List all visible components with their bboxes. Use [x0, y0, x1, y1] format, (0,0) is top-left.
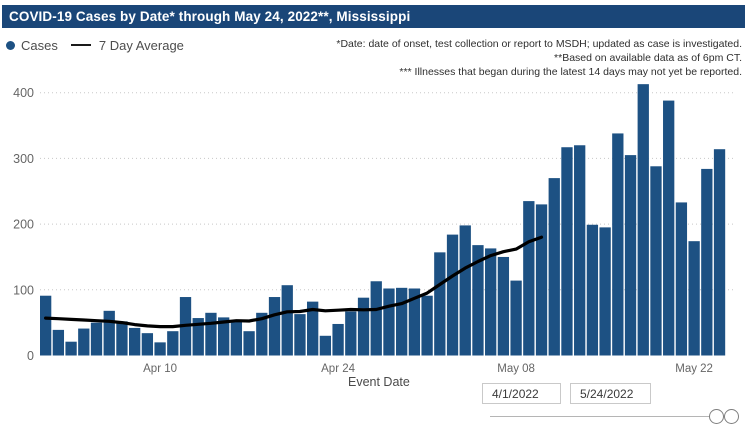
footnotes: *Date: date of onset, test collection or… [336, 37, 742, 79]
bar-apr-18[interactable] [256, 312, 268, 356]
bar-apr-11[interactable] [167, 331, 179, 356]
bar-apr-7[interactable] [116, 321, 128, 356]
footnote-date-definition: *Date: date of onset, test collection or… [336, 38, 742, 50]
bar-apr-27[interactable] [370, 281, 382, 356]
x-axis-label-apr-10: Apr 10 [143, 363, 177, 375]
bar-may-8[interactable] [510, 280, 522, 356]
bar-apr-17[interactable] [243, 331, 255, 356]
cases-legend-dot-icon [6, 40, 15, 50]
bar-may-23[interactable] [701, 168, 713, 356]
bar-apr-24[interactable] [332, 323, 344, 356]
bar-may-11[interactable] [548, 178, 560, 356]
bar-may-20[interactable] [663, 100, 675, 356]
bar-apr-2[interactable] [52, 329, 65, 356]
bar-may-19[interactable] [650, 166, 662, 356]
bar-may-4[interactable] [459, 225, 471, 356]
bar-may-5[interactable] [472, 245, 484, 356]
date-range-slider-handle-left[interactable] [709, 409, 724, 424]
bar-may-18[interactable] [637, 84, 649, 356]
bar-apr-25[interactable] [345, 311, 357, 356]
bar-apr-14[interactable] [205, 312, 217, 356]
y-axis-label-300: 300 [13, 152, 34, 166]
legend: Cases 7 Day Average [6, 37, 184, 53]
bar-may-16[interactable] [612, 133, 624, 356]
bar-apr-1[interactable] [40, 295, 52, 356]
legend-avg-label: 7 Day Average [98, 37, 184, 53]
y-axis-label-100: 100 [13, 283, 34, 297]
bar-may-22[interactable] [688, 241, 700, 356]
bar-may-13[interactable] [574, 145, 586, 356]
x-axis-title: Event Date [348, 375, 410, 389]
bar-apr-28[interactable] [383, 288, 395, 356]
seven-day-average-line [43, 235, 544, 329]
y-axis-label-200: 200 [13, 218, 34, 232]
bar-may-1[interactable] [421, 295, 433, 356]
bar-may-7[interactable] [497, 256, 510, 356]
x-axis-label-may-08: May 08 [497, 363, 535, 375]
bar-apr-16[interactable] [230, 321, 243, 356]
start-date-input[interactable] [482, 383, 561, 404]
bar-may-9[interactable] [523, 201, 535, 356]
x-axis-label-apr-24: Apr 24 [321, 363, 355, 375]
footnote-reporting-lag: *** Illnesses that began during the late… [399, 66, 742, 78]
cases-bar-chart: 0 100 200 300 400 Apr 10 Apr 24 May 08 May 22 [13, 84, 736, 375]
bar-apr-20[interactable] [281, 285, 293, 356]
legend-cases-label: Cases [21, 37, 58, 53]
bar-may-14[interactable] [586, 224, 599, 356]
bar-may-15[interactable] [599, 227, 611, 356]
bar-may-17[interactable] [624, 155, 637, 356]
bar-apr-30[interactable] [408, 288, 421, 356]
bar-apr-13[interactable] [192, 318, 204, 356]
bar-apr-5[interactable] [90, 322, 103, 356]
page-title: COVID-19 Cases by Date* through May 24, … [9, 9, 411, 24]
bar-apr-21[interactable] [294, 314, 306, 356]
end-date-input[interactable] [570, 383, 651, 404]
bar-apr-10[interactable] [154, 342, 166, 356]
bar-may-2[interactable] [434, 252, 446, 356]
bar-apr-9[interactable] [141, 333, 154, 356]
bar-may-6[interactable] [485, 248, 497, 356]
bar-apr-22[interactable] [307, 301, 319, 356]
bar-apr-23[interactable] [319, 335, 332, 356]
bar-may-24[interactable] [713, 149, 726, 356]
y-axis-label-400: 400 [13, 86, 34, 100]
bar-may-10[interactable] [535, 204, 548, 356]
bar-may-21[interactable] [675, 202, 688, 356]
x-axis-label-may-22: May 22 [675, 363, 713, 375]
bar-apr-3[interactable] [65, 341, 77, 356]
bar-apr-6[interactable] [103, 310, 115, 356]
bar-apr-15[interactable] [218, 317, 230, 356]
bar-may-12[interactable] [561, 147, 573, 356]
date-range-slider-track[interactable] [490, 416, 710, 417]
avg-legend-line-icon [70, 43, 91, 47]
bar-apr-26[interactable] [357, 297, 370, 356]
y-axis-label-0: 0 [27, 349, 34, 363]
bar-may-3[interactable] [446, 234, 459, 356]
date-range-slider-handle-right[interactable] [724, 409, 739, 424]
title-bar: COVID-19 Cases by Date* through May 24, … [2, 5, 745, 28]
bar-apr-8[interactable] [129, 327, 141, 356]
bar-apr-19[interactable] [268, 297, 281, 356]
bar-apr-4[interactable] [78, 328, 90, 356]
footnote-data-as-of: **Based on available data as of 6pm CT. [554, 52, 742, 64]
bar-apr-29[interactable] [396, 287, 408, 356]
